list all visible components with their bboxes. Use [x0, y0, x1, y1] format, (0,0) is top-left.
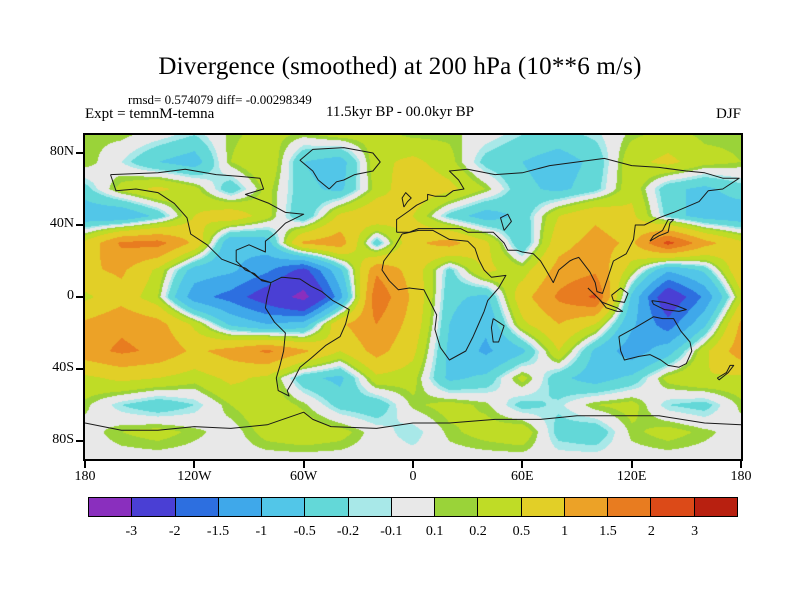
x-tick-label: 180	[730, 469, 752, 484]
colorbar-cell	[391, 498, 436, 516]
colorbar-cell	[175, 498, 219, 516]
colorbar-cell	[478, 498, 522, 516]
plot-title: Divergence (smoothed) at 200 hPa (10**6 …	[158, 53, 642, 80]
y-tick-mark	[76, 224, 83, 226]
x-tick-mark	[740, 461, 742, 468]
coastline-path	[500, 213, 512, 231]
x-tick-mark	[521, 461, 524, 468]
y-tick-mark	[76, 152, 83, 154]
colorbar-cell	[521, 498, 565, 516]
colorbar-tick-label: 2	[647, 524, 655, 539]
x-tick-mark	[84, 461, 86, 468]
colorbar-tick-label: 0.5	[512, 524, 531, 539]
x-tick-label: 60E	[511, 469, 534, 484]
colorbar-tick-label: -0.1	[380, 524, 403, 539]
y-tick-mark	[76, 296, 83, 298]
colorbar-tick-label: 0.1	[425, 524, 444, 539]
coastline-path	[618, 316, 693, 368]
colorbar-cell	[348, 498, 392, 516]
x-tick-mark	[630, 461, 633, 468]
coastline-path	[401, 192, 412, 208]
colorbar-cell	[651, 498, 695, 516]
season-label: DJF	[715, 106, 741, 122]
y-tick-label: 40N	[49, 216, 74, 231]
period-label: 11.5kyr BP - 00.0kyr BP	[325, 104, 475, 120]
x-tick-label: 180	[74, 469, 96, 484]
y-tick-mark	[76, 440, 83, 442]
map-plot-area	[83, 133, 743, 461]
coastline-path	[381, 229, 507, 361]
y-tick-label: 40S	[52, 360, 74, 375]
coastline-path	[396, 157, 740, 294]
y-tick-label: 80N	[49, 144, 74, 159]
colorbar-tick-label: -1	[255, 524, 268, 539]
divergence-field-canvas	[85, 135, 741, 459]
coastline-path	[649, 219, 675, 242]
rmsd-diff-stats: rmsd= 0.574079 diff= -0.00298349	[128, 92, 312, 107]
x-tick-label: 60W	[290, 469, 318, 484]
y-tick-label: 80S	[52, 432, 74, 447]
coastline-path	[85, 411, 741, 431]
colorbar-cell	[89, 498, 133, 516]
coastline-path	[651, 300, 687, 312]
colorbar-cell	[435, 498, 479, 516]
colorbar-tick-label: 3	[691, 524, 699, 539]
coastline-overlay	[85, 147, 741, 431]
y-tick-mark	[76, 368, 83, 370]
coastline-path	[110, 168, 305, 284]
colorbar-cell	[262, 498, 306, 516]
x-tick-mark	[302, 461, 305, 468]
colorbar-tick-label: -0.5	[293, 524, 316, 539]
colorbar-tick-label: -0.2	[336, 524, 360, 539]
colorbar-tick-label: 1.5	[599, 524, 617, 539]
colorbar-cell	[608, 498, 652, 516]
coastline-path	[587, 287, 624, 312]
x-tick-label: 120W	[177, 469, 212, 484]
x-tick-mark	[193, 461, 196, 468]
coastline-path	[299, 147, 381, 190]
colorbar-tick-label: 0.2	[469, 524, 487, 539]
coastline-path	[716, 364, 735, 381]
coastline-path	[264, 276, 350, 397]
x-tick-label: 0	[409, 469, 417, 484]
colorbar	[88, 497, 738, 517]
colorbar-tick-label: -2	[168, 524, 181, 539]
colorbar-cell	[305, 498, 349, 516]
x-tick-label: 120E	[616, 469, 647, 484]
colorbar-cell	[564, 498, 609, 516]
experiment-label: Expt = temnM-temna	[85, 106, 215, 122]
colorbar-cell	[218, 498, 263, 516]
colorbar-tick-label: -1.5	[206, 524, 230, 539]
colorbar-tick-label: -3	[125, 524, 138, 539]
colorbar-tick-label: 1	[561, 524, 569, 539]
colorbar-cell	[694, 498, 737, 516]
y-tick-label: 0	[67, 288, 74, 303]
coastline-path	[490, 318, 505, 343]
coastline-path	[611, 287, 629, 303]
colorbar-cell	[132, 498, 176, 516]
x-tick-mark	[412, 461, 414, 468]
